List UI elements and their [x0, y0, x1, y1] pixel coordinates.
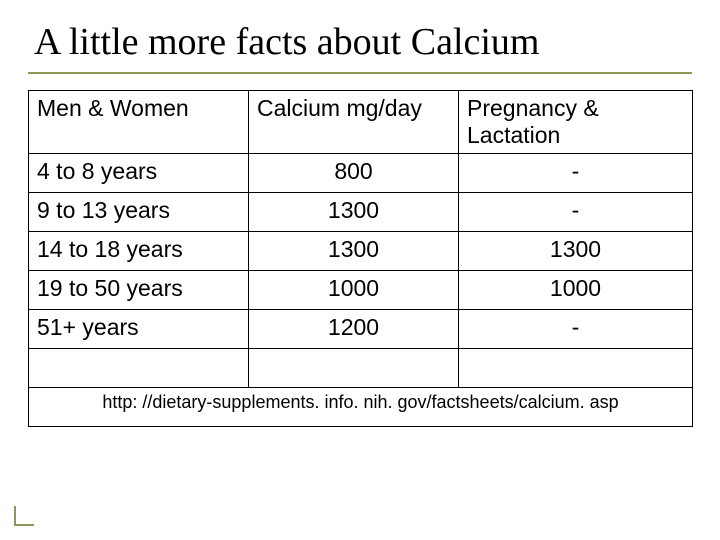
col-header-group: Men & Women [29, 91, 249, 154]
table-header-row: Men & Women Calcium mg/day Pregnancy & L… [29, 91, 693, 154]
cell-calcium: 1000 [249, 271, 459, 310]
table-row: 14 to 18 years 1300 1300 [29, 232, 693, 271]
cell-empty [29, 349, 249, 388]
cell-calcium: 1300 [249, 232, 459, 271]
cell-calcium: 800 [249, 154, 459, 193]
cell-empty [459, 349, 693, 388]
corner-accent [14, 506, 34, 526]
cell-pregnancy: - [459, 193, 693, 232]
cell-age: 19 to 50 years [29, 271, 249, 310]
cell-age: 14 to 18 years [29, 232, 249, 271]
cell-pregnancy: 1000 [459, 271, 693, 310]
table-row: 9 to 13 years 1300 - [29, 193, 693, 232]
table-row: 19 to 50 years 1000 1000 [29, 271, 693, 310]
title-underline: A little more facts about Calcium [28, 20, 692, 74]
table-row: 51+ years 1200 - [29, 310, 693, 349]
cell-calcium: 1200 [249, 310, 459, 349]
cell-empty [249, 349, 459, 388]
cell-pregnancy: - [459, 154, 693, 193]
col-header-calcium: Calcium mg/day [249, 91, 459, 154]
table-row: 4 to 8 years 800 - [29, 154, 693, 193]
cell-calcium: 1300 [249, 193, 459, 232]
calcium-table: Men & Women Calcium mg/day Pregnancy & L… [28, 90, 693, 427]
slide: A little more facts about Calcium Men & … [0, 0, 720, 540]
table-footer-row: http: //dietary-supplements. info. nih. … [29, 388, 693, 427]
source-url: http: //dietary-supplements. info. nih. … [29, 388, 693, 427]
col-header-pregnancy: Pregnancy & Lactation [459, 91, 693, 154]
table-row-empty [29, 349, 693, 388]
cell-pregnancy: 1300 [459, 232, 693, 271]
slide-title: A little more facts about Calcium [28, 20, 692, 66]
cell-pregnancy: - [459, 310, 693, 349]
cell-age: 9 to 13 years [29, 193, 249, 232]
cell-age: 4 to 8 years [29, 154, 249, 193]
cell-age: 51+ years [29, 310, 249, 349]
